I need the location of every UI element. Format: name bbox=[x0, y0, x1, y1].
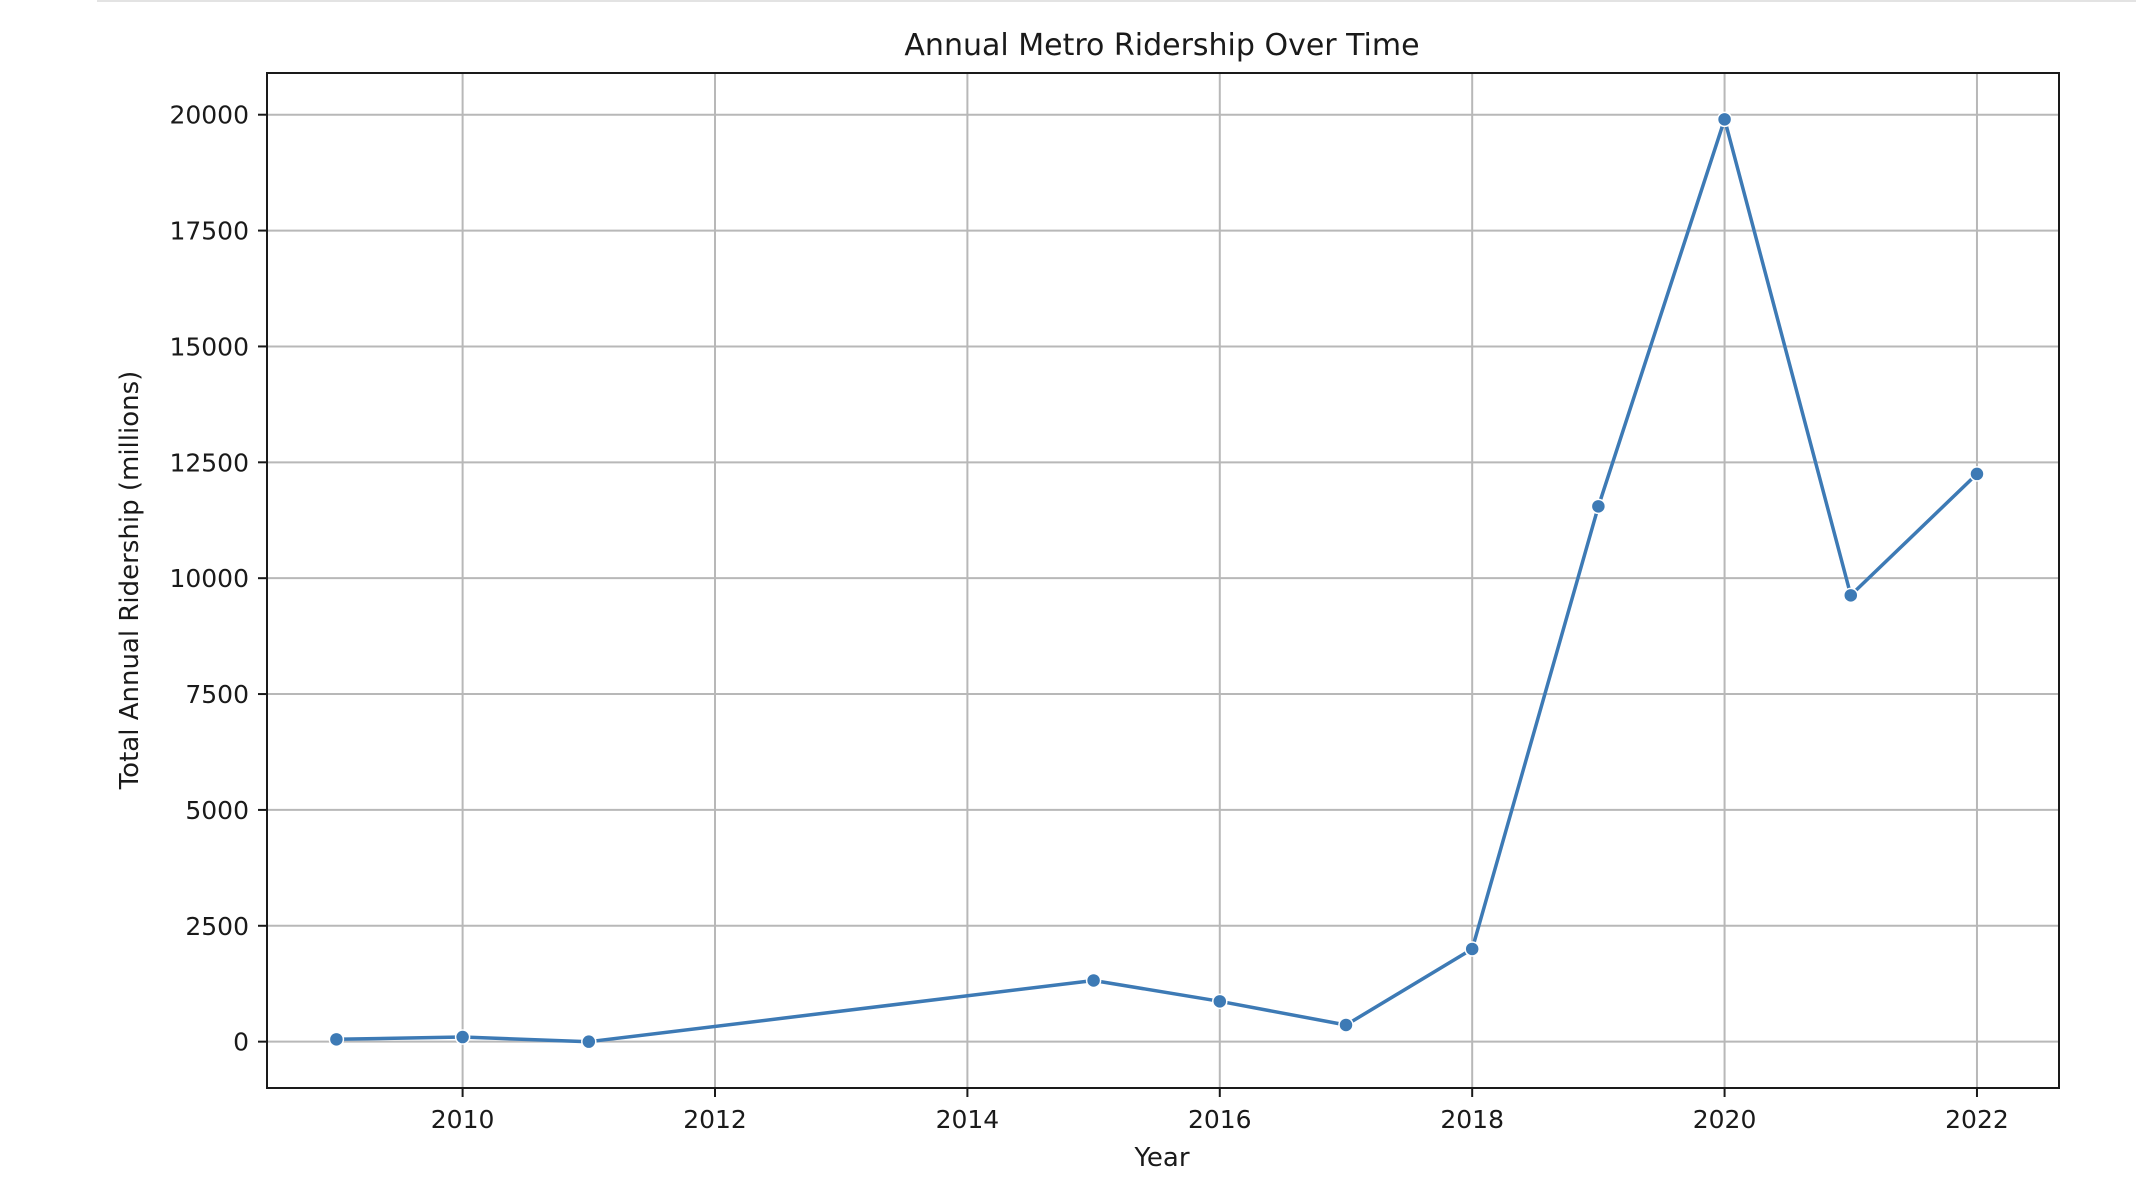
data-point bbox=[1464, 941, 1480, 957]
y-tick-label: 0 bbox=[233, 1028, 249, 1057]
data-point bbox=[1969, 466, 1985, 482]
y-tick-label: 17500 bbox=[169, 217, 249, 246]
data-point bbox=[1716, 111, 1733, 128]
series-markers bbox=[328, 111, 1985, 1050]
axis-tick-labels: 2010 2012 2014 2016 2018 2020 2022 0 2500 5000 750… bbox=[169, 101, 2008, 1134]
data-point bbox=[1843, 587, 1859, 604]
y-tick-label: 2500 bbox=[185, 912, 249, 941]
y-tick-label: 7500 bbox=[185, 680, 249, 709]
data-point bbox=[1085, 972, 1102, 989]
y-axis-label: Total Annual Ridership (millions) bbox=[115, 371, 145, 791]
x-tick-label: 2018 bbox=[1440, 1105, 1504, 1134]
data-point bbox=[1212, 993, 1228, 1010]
x-axis-label: Year bbox=[1133, 1143, 1189, 1173]
grid-lines bbox=[267, 73, 2059, 1088]
data-point bbox=[328, 1031, 345, 1048]
x-tick-label: 2012 bbox=[683, 1105, 747, 1134]
x-tick-label: 2020 bbox=[1693, 1105, 1757, 1134]
x-tick-label: 2016 bbox=[1188, 1105, 1252, 1134]
data-point bbox=[581, 1033, 597, 1050]
y-tick-label: 10000 bbox=[169, 564, 249, 593]
axis-ticks bbox=[258, 113, 1978, 1097]
x-tick-label: 2022 bbox=[1945, 1105, 2009, 1134]
data-point bbox=[1338, 1017, 1354, 1033]
y-tick-label: 12500 bbox=[169, 448, 249, 477]
data-point bbox=[454, 1029, 471, 1045]
x-tick-label: 2010 bbox=[431, 1105, 495, 1134]
top-divider bbox=[97, 0, 2136, 2]
chart-title: Annual Metro Ridership Over Time bbox=[904, 28, 1419, 63]
data-point bbox=[1590, 498, 1607, 515]
y-tick-label: 15000 bbox=[169, 332, 249, 361]
plot-frame bbox=[266, 72, 2060, 1089]
x-tick-label: 2014 bbox=[936, 1105, 1000, 1134]
y-tick-label: 20000 bbox=[169, 101, 249, 130]
y-tick-label: 5000 bbox=[185, 796, 249, 825]
